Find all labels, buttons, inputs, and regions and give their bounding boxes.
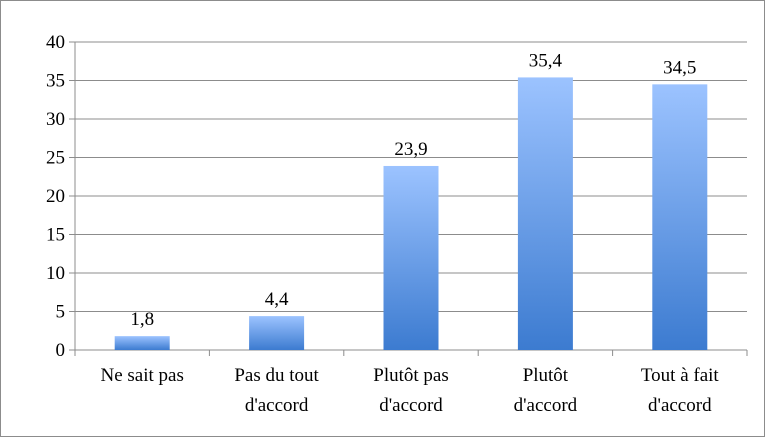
x-category-label: d'accord xyxy=(648,395,712,416)
data-label: 35,4 xyxy=(529,50,563,71)
x-category-label: Plutôt pas xyxy=(373,365,448,386)
bar xyxy=(114,336,170,350)
gridlines xyxy=(75,41,747,312)
x-category-label: Tout à fait xyxy=(641,365,720,386)
bar xyxy=(652,84,708,350)
data-label: 1,8 xyxy=(130,309,154,330)
x-category-label: Ne sait pas xyxy=(101,365,184,386)
bar xyxy=(517,77,573,351)
data-label: 23,9 xyxy=(394,139,427,160)
y-tick-label: 35 xyxy=(46,71,65,92)
y-tick-label: 0 xyxy=(56,340,66,361)
y-tick-label: 40 xyxy=(46,32,65,53)
data-label: 4,4 xyxy=(265,289,289,310)
bars xyxy=(114,77,708,351)
x-category-label: Plutôt xyxy=(523,365,569,386)
labels: 0 5 10 15 20 25 30 35 40 1,8 Ne sait pas 4,4 Pas du … xyxy=(46,32,719,416)
y-tick-label: 25 xyxy=(46,148,65,169)
x-category-label: d'accord xyxy=(514,395,578,416)
y-tick-label: 15 xyxy=(46,225,65,246)
y-tick-label: 20 xyxy=(46,186,65,207)
x-category-label: d'accord xyxy=(379,395,443,416)
y-tick-label: 30 xyxy=(46,109,65,130)
bar xyxy=(249,316,305,350)
x-category-label: Pas du tout xyxy=(234,365,319,386)
bar xyxy=(383,165,439,350)
data-label: 34,5 xyxy=(663,57,696,78)
y-tick-label: 5 xyxy=(56,302,66,323)
y-tick-label: 10 xyxy=(46,263,65,284)
x-category-label: d'accord xyxy=(245,395,309,416)
